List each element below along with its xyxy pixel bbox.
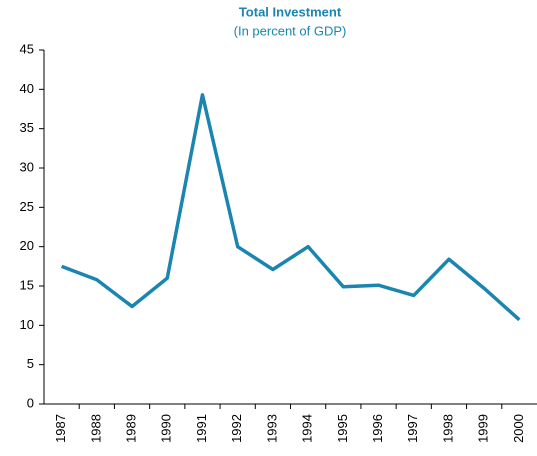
x-tick-label: 1998 xyxy=(440,414,455,443)
y-tick-label: 45 xyxy=(20,41,34,56)
y-tick-label: 35 xyxy=(20,120,34,135)
x-tick-label: 1991 xyxy=(194,414,209,443)
x-tick-label: 1988 xyxy=(88,414,103,443)
y-tick-label: 30 xyxy=(20,159,34,174)
y-tick-label: 10 xyxy=(20,317,34,332)
y-tick-label: 40 xyxy=(20,81,34,96)
y-tick-label: 15 xyxy=(20,277,34,292)
y-tick-label: 25 xyxy=(20,199,34,214)
y-tick-label: 5 xyxy=(27,356,34,371)
chart-title: Total Investment xyxy=(239,4,342,19)
chart-subtitle: (In percent of GDP) xyxy=(234,23,347,38)
x-tick-label: 1992 xyxy=(229,414,244,443)
data-line xyxy=(60,93,521,322)
x-tick-label: 1990 xyxy=(159,414,174,443)
y-tick-label: 20 xyxy=(20,238,34,253)
x-tick-label: 1993 xyxy=(264,414,279,443)
x-tick-label: 1999 xyxy=(476,414,491,443)
x-tick-label: 1997 xyxy=(405,414,420,443)
x-tick-label: 1995 xyxy=(335,414,350,443)
x-tick-label: 1996 xyxy=(370,414,385,443)
x-tick-label: 1989 xyxy=(123,414,138,443)
y-tick-label: 0 xyxy=(27,395,34,410)
x-tick-label: 2000 xyxy=(511,414,526,443)
x-tick-label: 1987 xyxy=(53,414,68,443)
x-tick-label: 1994 xyxy=(300,414,315,443)
